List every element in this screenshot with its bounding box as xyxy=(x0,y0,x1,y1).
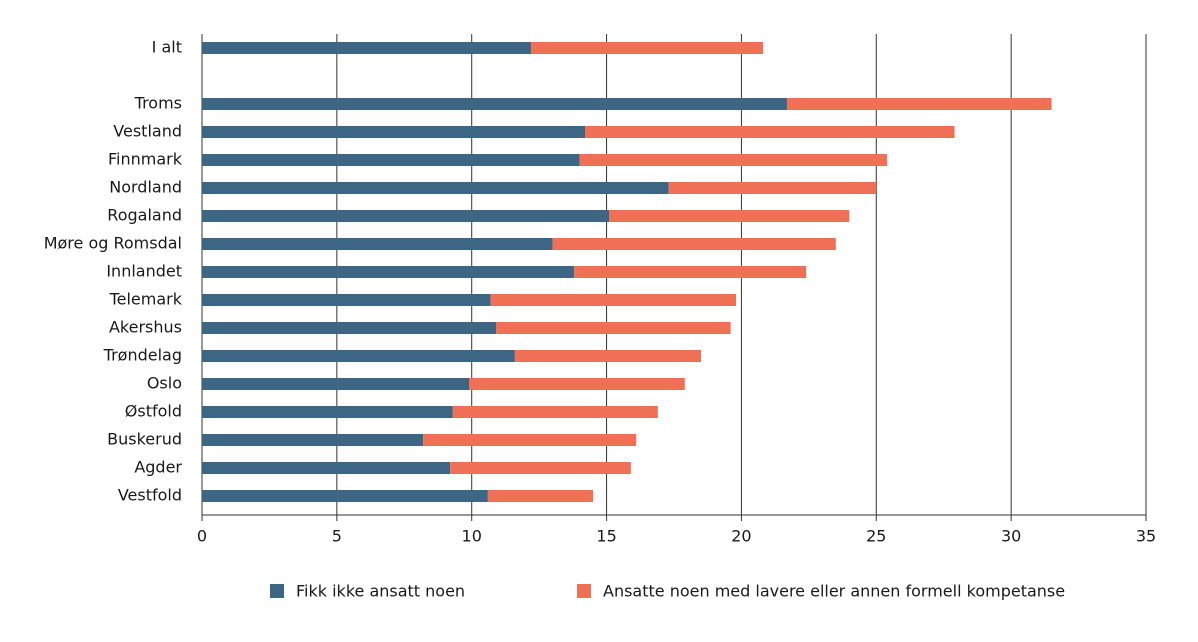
bar-segment xyxy=(487,490,594,502)
legend-swatch xyxy=(270,584,284,598)
y-tick-label: Østfold xyxy=(125,402,182,421)
bar-segment xyxy=(202,266,575,278)
bar-segment xyxy=(452,406,658,418)
legend-swatch xyxy=(577,584,591,598)
y-tick-label: Buskerud xyxy=(107,430,182,449)
bar-segment xyxy=(202,154,580,166)
bar-segment xyxy=(579,154,888,166)
y-tick-label: Vestland xyxy=(113,122,182,141)
bar-segment xyxy=(584,126,955,138)
y-tick-label: Akershus xyxy=(109,318,182,337)
bar-segment xyxy=(495,322,731,334)
x-tick-label: 10 xyxy=(462,527,482,546)
bar-segment xyxy=(202,406,453,418)
x-tick-label: 20 xyxy=(731,527,751,546)
x-tick-label: 15 xyxy=(596,527,616,546)
bar-segment xyxy=(609,210,850,222)
bar-segment xyxy=(202,126,585,138)
bar-segment xyxy=(668,182,877,194)
bar-segment xyxy=(202,434,424,446)
y-tick-label: Rogaland xyxy=(107,206,182,225)
bar-segment xyxy=(202,378,470,390)
x-tick-label: 30 xyxy=(1001,527,1021,546)
bar-segment xyxy=(202,98,788,110)
bar-segment xyxy=(202,350,515,362)
x-tick-label: 0 xyxy=(197,527,207,546)
y-tick-label: Nordland xyxy=(109,178,182,197)
bar-segment xyxy=(450,462,631,474)
bar-segment xyxy=(202,238,553,250)
bar-segment xyxy=(574,266,807,278)
y-tick-label: Trøndelag xyxy=(103,346,182,365)
x-tick-label: 25 xyxy=(866,527,886,546)
y-tick-label: Innlandet xyxy=(106,262,182,281)
y-tick-label: Telemark xyxy=(109,290,183,309)
bar-segment xyxy=(202,490,488,502)
legend-label: Fikk ikke ansatt noen xyxy=(296,582,465,601)
x-tick-label: 35 xyxy=(1136,527,1156,546)
y-tick-label: I alt xyxy=(152,38,182,57)
bar-segment xyxy=(552,238,836,250)
bar-segment xyxy=(514,350,701,362)
bar-segment xyxy=(202,182,669,194)
bar-segment xyxy=(423,434,637,446)
y-tick-label: Oslo xyxy=(147,374,182,393)
legend-label: Ansatte noen med lavere eller annen form… xyxy=(603,582,1065,601)
bar-segment xyxy=(531,42,764,54)
x-tick-label: 5 xyxy=(332,527,342,546)
bar-segment xyxy=(202,42,532,54)
bar-segment xyxy=(787,98,1052,110)
bar-segment xyxy=(490,294,737,306)
bar-segment xyxy=(202,210,610,222)
y-tick-label: Troms xyxy=(134,94,182,113)
bar-segment xyxy=(202,294,491,306)
y-tick-label: Vestfold xyxy=(118,486,182,505)
y-tick-label: Møre og Romsdal xyxy=(44,234,182,253)
y-tick-label: Agder xyxy=(134,458,182,477)
bar-segment xyxy=(469,378,685,390)
y-tick-label: Finnmark xyxy=(108,150,183,169)
bar-segment xyxy=(202,462,451,474)
bar-segment xyxy=(202,322,496,334)
